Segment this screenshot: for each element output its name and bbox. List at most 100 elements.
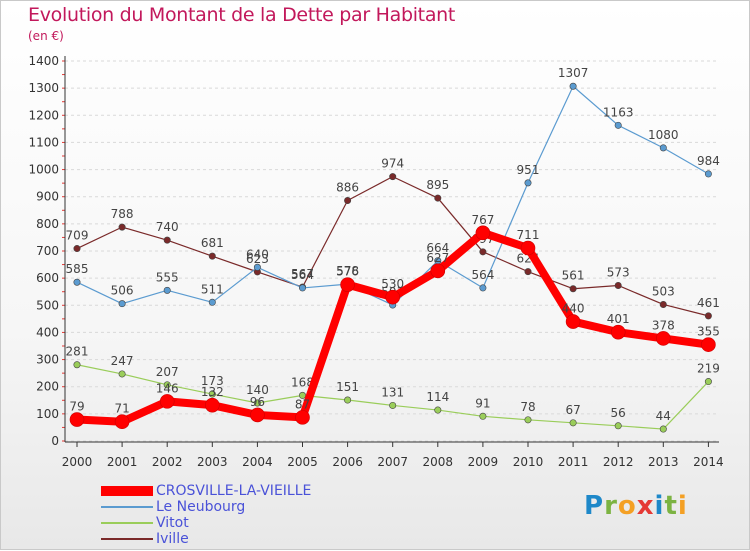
data-point <box>430 263 446 279</box>
data-label: 709 <box>66 229 89 243</box>
data-point <box>340 277 355 292</box>
data-point <box>569 82 577 90</box>
data-label: 378 <box>652 318 675 332</box>
y-tick-label: 100 <box>36 407 59 421</box>
y-tick-label: 1200 <box>28 108 59 122</box>
data-label: 561 <box>562 269 585 283</box>
data-point <box>344 197 352 205</box>
data-point <box>614 281 622 289</box>
y-tick-label: 500 <box>36 298 59 312</box>
data-label: 355 <box>697 325 720 339</box>
data-point <box>298 284 306 292</box>
data-point <box>610 324 626 340</box>
data-label: 219 <box>697 362 720 376</box>
data-point <box>205 397 220 413</box>
data-point <box>73 245 81 253</box>
data-label: 530 <box>381 277 404 291</box>
data-label: 151 <box>336 380 359 394</box>
data-point <box>118 223 126 231</box>
data-point <box>659 300 667 308</box>
data-point <box>163 381 171 389</box>
x-tick-label: 2004 <box>242 455 273 469</box>
data-point <box>475 225 491 241</box>
data-point <box>163 286 171 294</box>
x-tick-label: 2001 <box>107 455 138 469</box>
data-point <box>344 396 352 404</box>
data-label: 401 <box>607 312 630 326</box>
data-point <box>208 298 216 306</box>
chart-subtitle: (en €) <box>28 29 64 43</box>
legend-swatch <box>101 538 153 540</box>
data-label: 71 <box>114 402 129 416</box>
data-label: 567 <box>291 267 314 281</box>
y-tick-label: 1000 <box>28 163 59 177</box>
data-label: 984 <box>697 154 720 168</box>
data-label: 555 <box>156 270 179 284</box>
legend-label: Vitot <box>156 515 189 531</box>
data-point <box>704 312 712 320</box>
data-point <box>253 399 261 407</box>
data-label: 67 <box>565 403 580 417</box>
y-tick-label: 1100 <box>28 135 59 149</box>
x-tick-label: 2008 <box>423 455 454 469</box>
data-point <box>114 414 130 430</box>
data-point <box>434 194 442 202</box>
data-point <box>250 407 265 423</box>
data-point <box>524 268 532 276</box>
y-tick-label: 0 <box>51 434 59 448</box>
data-point <box>614 422 622 430</box>
data-label: 440 <box>562 302 585 316</box>
legend-swatch <box>101 506 153 508</box>
series-crosville-la-vieille: 79 71 146 132 96 87 576 530 627 767 711 440 401 378 35… <box>69 213 720 430</box>
data-label: 576 <box>336 265 359 279</box>
data-label: 461 <box>697 296 720 310</box>
data-label: 79 <box>69 400 84 414</box>
data-label: 578 <box>336 264 359 278</box>
data-label: 131 <box>381 385 404 399</box>
logo-letter: P <box>584 491 605 521</box>
x-tick-label: 2005 <box>287 455 318 469</box>
data-point <box>208 252 216 260</box>
legend-swatch <box>101 486 153 496</box>
data-label: 1307 <box>558 66 589 80</box>
data-point <box>163 236 171 244</box>
data-label: 56 <box>611 406 626 420</box>
data-label: 664 <box>426 241 449 255</box>
data-label: 168 <box>291 375 314 389</box>
data-label: 564 <box>471 268 494 282</box>
data-point <box>69 412 85 427</box>
data-label: 767 <box>471 213 494 227</box>
series-le-neubourg: 5855065555116405645785016645649511307116… <box>66 66 720 309</box>
legend-swatch <box>101 522 153 524</box>
logo-letter: t <box>664 491 678 521</box>
data-point <box>704 170 712 178</box>
data-label: 96 <box>250 395 265 409</box>
proxiti-logo: Proxiti <box>584 491 688 521</box>
data-label: 78 <box>520 400 535 414</box>
data-label: 506 <box>111 284 134 298</box>
data-label: 1080 <box>648 128 679 142</box>
data-point <box>614 121 622 129</box>
data-label: 91 <box>475 396 490 410</box>
data-label: 573 <box>607 265 630 279</box>
data-label: 146 <box>156 381 179 395</box>
data-label: 114 <box>426 390 449 404</box>
data-point <box>73 278 81 286</box>
data-label: 681 <box>201 236 224 250</box>
x-tick-label: 2009 <box>468 455 499 469</box>
y-tick-label: 300 <box>36 353 59 367</box>
data-label: 951 <box>517 163 540 177</box>
logo-letter: o <box>617 491 637 521</box>
data-point <box>479 412 487 420</box>
data-label: 886 <box>336 181 359 195</box>
data-label: 623 <box>246 252 269 266</box>
data-label: 640 <box>246 247 269 261</box>
y-tick-label: 1300 <box>28 81 59 95</box>
y-tick-label: 700 <box>36 244 59 258</box>
data-label: 564 <box>291 268 314 282</box>
y-tick-label: 200 <box>36 380 59 394</box>
data-point <box>520 240 536 256</box>
data-point <box>385 289 401 305</box>
y-tick-label: 900 <box>36 190 59 204</box>
